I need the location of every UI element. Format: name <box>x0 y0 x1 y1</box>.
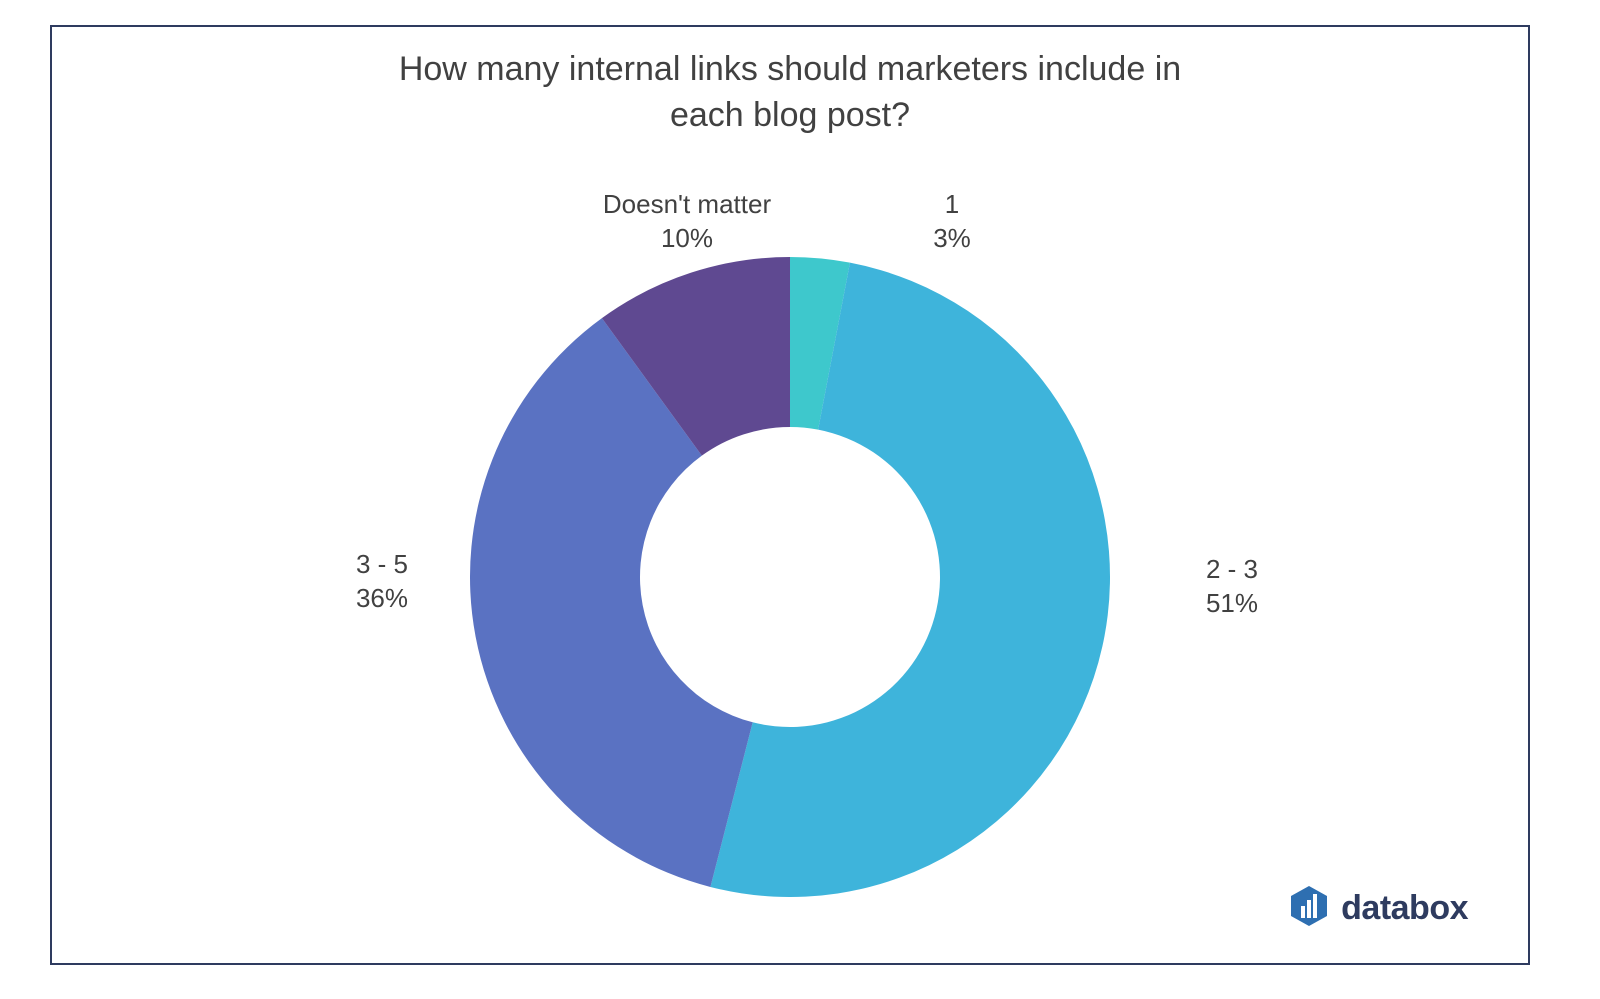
slice-label: 3 - 536% <box>356 548 408 616</box>
donut-chart <box>470 257 1110 897</box>
brand: databox <box>1287 884 1468 933</box>
slice-label: Doesn't matter10% <box>603 188 771 256</box>
chart-card: How many internal links should marketers… <box>50 25 1530 965</box>
slice-label: 13% <box>933 188 971 256</box>
databox-logo-icon <box>1287 884 1331 933</box>
chart-title: How many internal links should marketers… <box>52 47 1528 139</box>
brand-name: databox <box>1341 889 1468 928</box>
slice-label: 2 - 351% <box>1206 553 1258 621</box>
